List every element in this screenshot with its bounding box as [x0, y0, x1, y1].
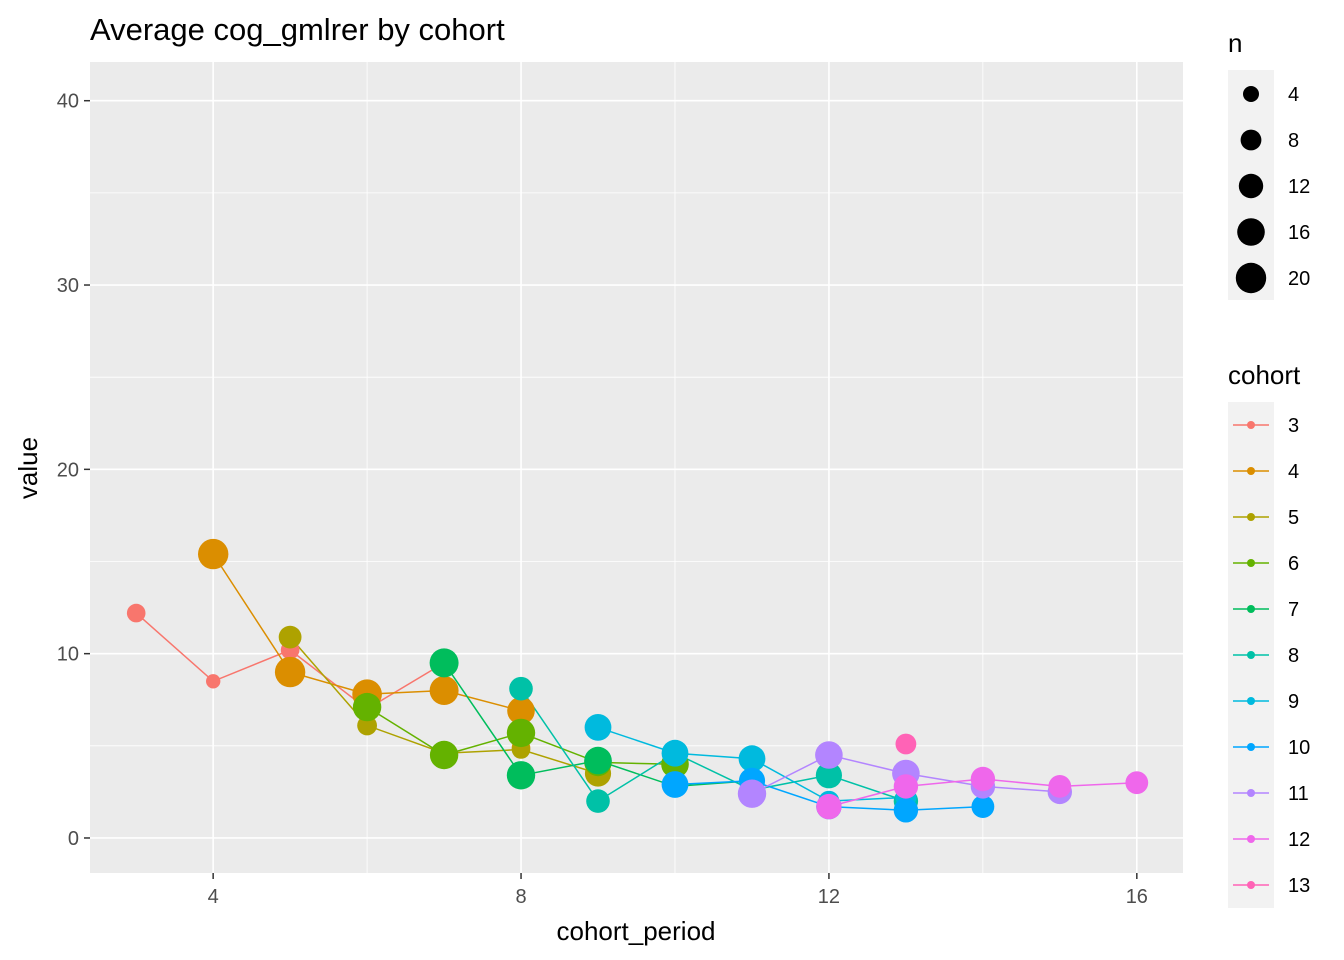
series-points: [126, 538, 1149, 823]
data-point-cohort-4: [274, 656, 306, 688]
data-point-cohort-12: [1048, 775, 1072, 798]
data-point-cohort-12: [893, 774, 919, 799]
data-point-cohort-9: [584, 714, 612, 741]
data-point-cohort-11: [737, 779, 767, 808]
data-point-cohort-8: [509, 676, 533, 701]
color-legend-dot-4: [1247, 467, 1255, 475]
size-legend-key: [1240, 129, 1262, 151]
size-legend-title: n: [1228, 28, 1242, 58]
color-legend-dot-8: [1247, 651, 1255, 659]
x-tick-label: 8: [515, 886, 526, 908]
data-point-cohort-5: [357, 715, 377, 736]
size-legend-label: 8: [1288, 130, 1299, 152]
color-legend: 3 4 5 6 7 8 9 10 11 12 13: [1233, 415, 1310, 897]
color-legend-dot-7: [1247, 605, 1255, 613]
data-point-cohort-12: [1125, 771, 1149, 795]
chart-title: Average cog_gmlrer by cohort: [90, 12, 505, 47]
data-point-cohort-6: [352, 692, 382, 722]
data-point-cohort-5: [278, 625, 302, 649]
grid: [58, 62, 1183, 873]
color-legend-dot-3: [1247, 421, 1255, 429]
size-legend-label: 4: [1288, 84, 1299, 106]
x-axis-title: cohort_period: [557, 916, 716, 946]
y-axis-ticks: 0 10 20 30 40: [57, 91, 90, 850]
data-point-cohort-4: [429, 676, 459, 705]
color-legend-dot-9: [1247, 697, 1255, 705]
data-point-cohort-11: [815, 741, 843, 769]
color-legend-dot-5: [1247, 513, 1255, 521]
data-point-cohort-10: [893, 798, 919, 823]
data-point-cohort-7: [584, 746, 612, 775]
x-tick-label: 16: [1126, 886, 1148, 908]
color-legend-dot-10: [1247, 743, 1255, 751]
data-point-cohort-12: [816, 793, 842, 820]
color-legend-label-13: 13: [1288, 875, 1310, 897]
data-point-cohort-10: [661, 771, 689, 798]
color-legend-label-9: 9: [1288, 691, 1299, 713]
data-point-cohort-6: [429, 740, 459, 770]
data-point-cohort-6: [506, 718, 536, 748]
color-legend-label-7: 7: [1288, 599, 1299, 621]
color-legend-dot-12: [1247, 835, 1255, 843]
color-legend-label-12: 12: [1288, 829, 1310, 851]
color-legend-label-10: 10: [1288, 737, 1310, 759]
color-legend-label-5: 5: [1288, 507, 1299, 529]
data-point-cohort-4: [198, 538, 229, 570]
color-legend-label-4: 4: [1288, 461, 1299, 483]
data-point-cohort-8: [815, 762, 843, 789]
size-legend: 4 8 12 16 20: [1235, 84, 1310, 294]
data-point-cohort-4: [507, 697, 535, 725]
color-legend-label-8: 8: [1288, 645, 1299, 667]
size-legend-key: [1235, 262, 1267, 294]
data-point-cohort-9: [661, 739, 689, 767]
data-point-cohort-3: [126, 603, 146, 623]
x-tick-label: 12: [818, 886, 840, 908]
color-legend-label-6: 6: [1288, 553, 1299, 575]
color-legend-dot-13: [1247, 881, 1255, 889]
data-point-cohort-7: [506, 761, 536, 790]
y-tick-label: 20: [57, 459, 79, 481]
size-legend-key: [1238, 173, 1264, 199]
data-point-cohort-8: [586, 789, 610, 813]
data-point-cohort-9: [738, 745, 766, 773]
data-point-cohort-3: [206, 674, 221, 689]
size-legend-label: 16: [1288, 222, 1310, 244]
data-point-cohort-13: [895, 733, 917, 755]
color-legend-title: cohort: [1228, 360, 1301, 390]
color-legend-dot-11: [1247, 789, 1255, 797]
plot-panel: [90, 62, 1183, 873]
series-line-cohort-8: [520, 688, 907, 803]
x-axis-ticks: 4 8 12 16: [208, 873, 1148, 908]
data-point-cohort-12: [970, 766, 996, 792]
size-legend-label: 12: [1288, 176, 1310, 198]
y-axis-title: value: [13, 437, 43, 499]
color-legend-dot-6: [1247, 559, 1255, 567]
x-tick-label: 4: [208, 886, 219, 908]
color-legend-label-3: 3: [1288, 415, 1299, 437]
y-tick-label: 40: [57, 91, 79, 113]
y-tick-label: 30: [57, 275, 79, 297]
color-legend-label-11: 11: [1288, 783, 1309, 805]
data-point-cohort-10: [971, 795, 995, 818]
size-legend-key: [1243, 86, 1259, 102]
y-tick-label: 0: [68, 828, 79, 850]
size-legend-label: 20: [1288, 268, 1310, 290]
y-tick-label: 10: [57, 644, 79, 666]
size-legend-key: [1237, 218, 1265, 246]
data-point-cohort-7: [429, 648, 459, 678]
